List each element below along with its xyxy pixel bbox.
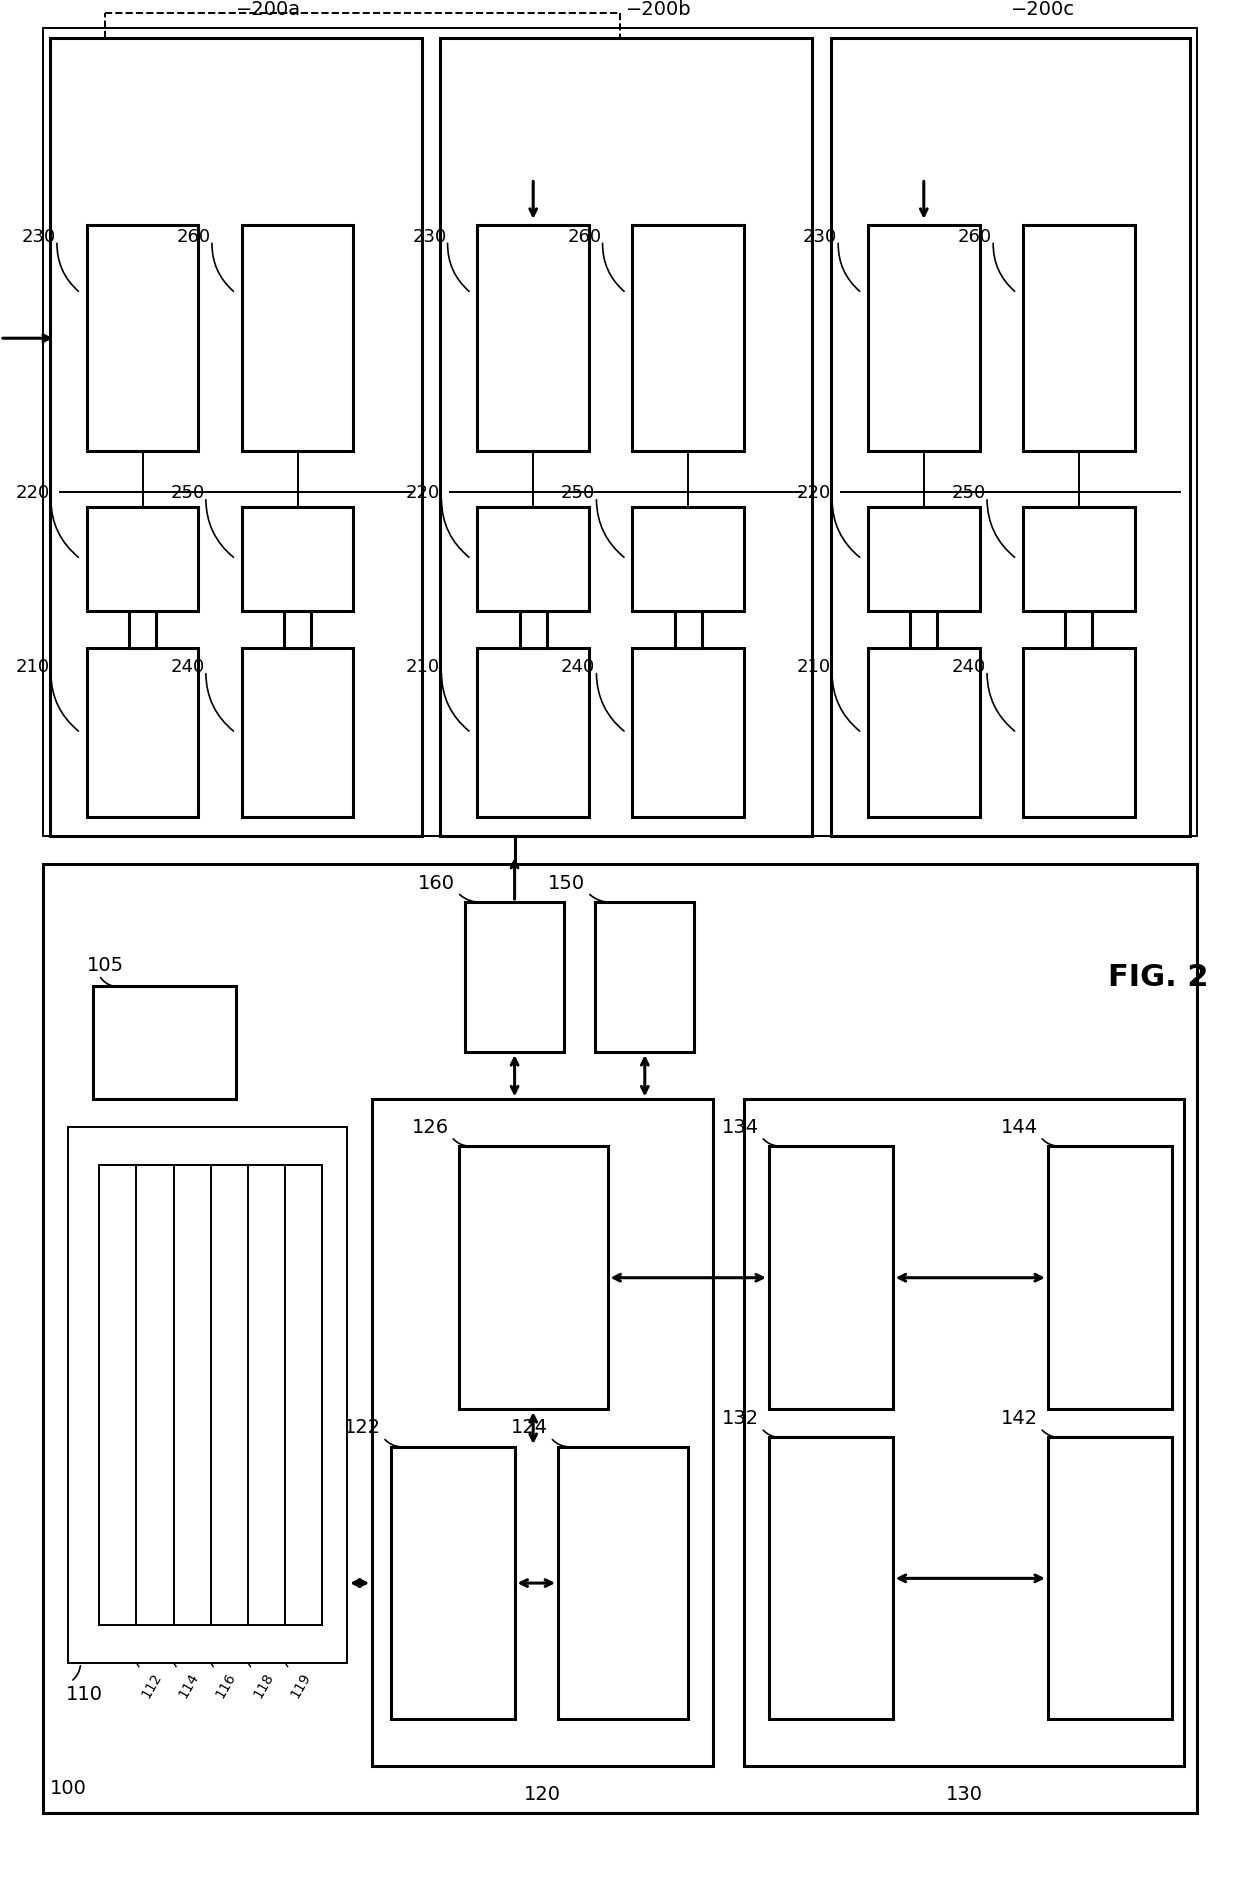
Bar xyxy=(391,1447,515,1719)
Bar xyxy=(632,648,744,817)
Text: 130: 130 xyxy=(946,1785,982,1804)
Bar xyxy=(520,530,547,648)
Bar xyxy=(769,1437,893,1719)
Text: −200c: −200c xyxy=(1011,0,1075,19)
Text: 120: 120 xyxy=(525,1785,560,1804)
Bar xyxy=(68,1127,347,1663)
Text: 118: 118 xyxy=(250,1670,277,1700)
Text: 142: 142 xyxy=(1001,1409,1038,1428)
Text: 240: 240 xyxy=(951,658,986,676)
Text: 105: 105 xyxy=(87,956,124,975)
Bar xyxy=(769,1146,893,1409)
Bar xyxy=(43,864,1197,1813)
Bar xyxy=(675,530,702,648)
Text: 144: 144 xyxy=(1001,1118,1038,1137)
Bar xyxy=(632,507,744,611)
Bar xyxy=(831,38,1190,836)
Text: 110: 110 xyxy=(66,1685,103,1704)
Bar xyxy=(910,530,937,648)
Bar xyxy=(744,1099,1184,1766)
Text: 230: 230 xyxy=(802,227,837,246)
Bar xyxy=(129,530,156,648)
Text: 119: 119 xyxy=(288,1670,314,1700)
Text: 122: 122 xyxy=(343,1419,381,1437)
Bar xyxy=(87,225,198,451)
Bar xyxy=(242,225,353,451)
Text: 210: 210 xyxy=(796,658,831,676)
Text: 220: 220 xyxy=(15,485,50,502)
Text: 116: 116 xyxy=(213,1670,239,1700)
Text: 210: 210 xyxy=(405,658,440,676)
Text: 230: 230 xyxy=(412,227,446,246)
Bar xyxy=(50,38,818,836)
Text: 126: 126 xyxy=(412,1118,449,1137)
Text: 134: 134 xyxy=(722,1118,759,1137)
Text: 124: 124 xyxy=(511,1419,548,1437)
Text: 250: 250 xyxy=(951,485,986,502)
Bar xyxy=(1048,1437,1172,1719)
Bar xyxy=(459,1146,608,1409)
Bar xyxy=(284,530,311,648)
Text: 114: 114 xyxy=(176,1670,201,1700)
Bar xyxy=(868,648,980,817)
Text: 260: 260 xyxy=(957,227,992,246)
Bar xyxy=(595,902,694,1052)
Text: 240: 240 xyxy=(170,658,205,676)
Text: 250: 250 xyxy=(560,485,595,502)
Bar xyxy=(87,507,198,611)
Bar xyxy=(93,986,236,1099)
Bar xyxy=(87,648,198,817)
Text: 250: 250 xyxy=(170,485,205,502)
Bar xyxy=(440,38,812,836)
Bar xyxy=(43,28,1197,836)
Bar xyxy=(868,507,980,611)
Bar xyxy=(1023,507,1135,611)
Bar xyxy=(372,1099,713,1766)
Bar xyxy=(1048,1146,1172,1409)
Text: 132: 132 xyxy=(722,1409,759,1428)
Text: 112: 112 xyxy=(139,1670,164,1700)
Bar xyxy=(1065,530,1092,648)
Bar xyxy=(477,507,589,611)
Text: 150: 150 xyxy=(548,874,585,893)
Bar xyxy=(632,225,744,451)
Bar xyxy=(477,225,589,451)
Text: 220: 220 xyxy=(405,485,440,502)
Bar xyxy=(558,1447,688,1719)
Bar xyxy=(50,38,422,836)
Bar xyxy=(242,648,353,817)
Text: 230: 230 xyxy=(21,227,56,246)
Text: 210: 210 xyxy=(15,658,50,676)
Text: −200b: −200b xyxy=(626,0,692,19)
Text: 240: 240 xyxy=(560,658,595,676)
Bar xyxy=(1023,225,1135,451)
Bar xyxy=(99,1165,322,1625)
Text: 220: 220 xyxy=(796,485,831,502)
Text: 260: 260 xyxy=(567,227,601,246)
Bar xyxy=(242,507,353,611)
Text: 160: 160 xyxy=(418,874,455,893)
Text: 260: 260 xyxy=(176,227,211,246)
Bar xyxy=(1023,648,1135,817)
Bar xyxy=(477,648,589,817)
Text: FIG. 2: FIG. 2 xyxy=(1109,962,1209,992)
Bar xyxy=(868,225,980,451)
Text: 100: 100 xyxy=(50,1779,87,1798)
Bar xyxy=(465,902,564,1052)
Text: −200a: −200a xyxy=(236,0,301,19)
